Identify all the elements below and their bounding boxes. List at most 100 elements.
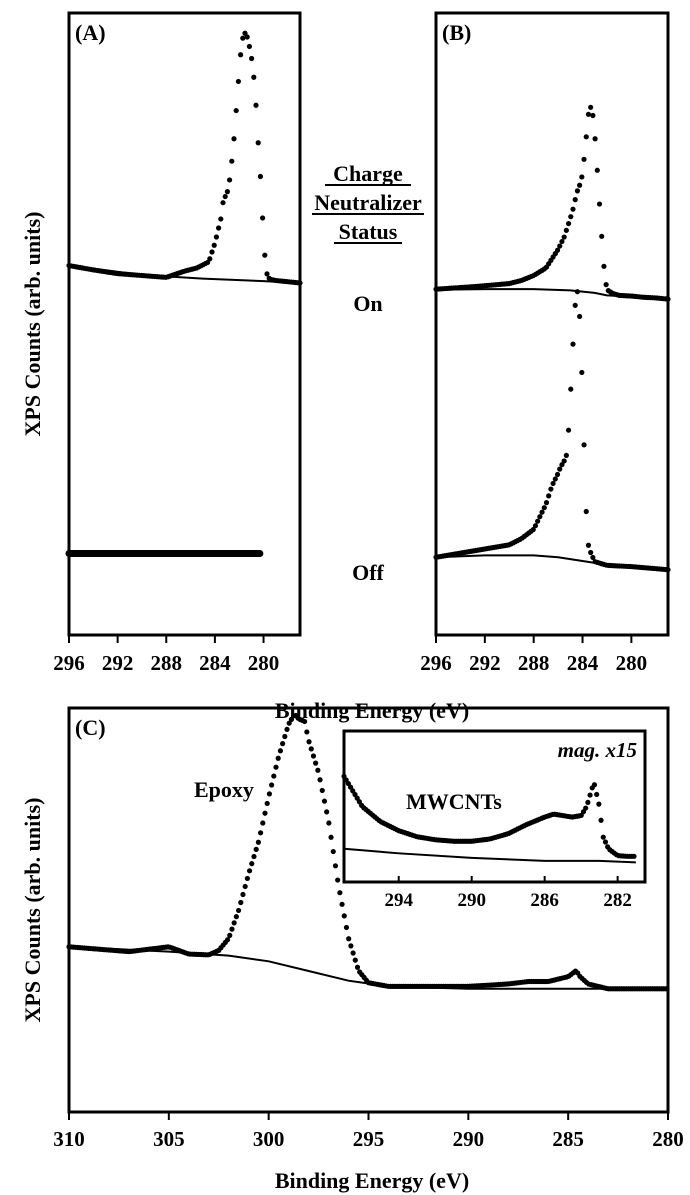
point-2-0-109 [306,739,312,745]
point-1-2-70 [588,549,594,556]
x-tick-label-0-0: 296 [53,651,85,675]
point-1-2-53 [550,480,556,487]
point-2-0-113 [315,767,321,773]
point-0-0-85 [253,102,259,108]
series-3-1-background [343,847,636,864]
point-1-2-71 [590,554,596,561]
point-1-0-77 [603,282,609,288]
series-2-1-background [68,945,668,990]
x-tick-label-2-5: 285 [552,1127,584,1151]
point-1-0-73 [594,167,600,173]
point-3-0-119 [602,839,609,845]
point-0-0-83 [249,55,255,62]
point-0-0-75 [231,136,237,142]
point-1-0-56 [557,243,563,249]
point-1-2-50 [543,500,550,506]
point-2-0-83 [249,861,255,867]
point-2-0-116 [321,798,328,804]
point-0-0-81 [244,34,250,40]
point-1-0-74 [596,201,603,207]
x-axis-label-bottom: Binding Energy (eV) [275,1168,469,1193]
x-tick-label-0-4: 280 [248,651,280,675]
point-1-2-59 [563,452,569,458]
series-1-3-background [435,554,669,571]
point-0-0-88 [260,215,266,221]
point-1-0-72 [592,136,598,142]
x-tick-label-1-1: 292 [469,651,501,675]
x-tick-label-2-0: 310 [53,1127,85,1151]
point-1-2-56 [557,466,563,472]
point-0-0-77 [235,78,241,85]
point-1-2-49 [541,505,547,511]
point-1-2-51 [546,493,552,499]
series-0-1-background [68,264,301,284]
point-2-0-122 [335,877,341,883]
x-tick-label-1-0: 296 [420,651,452,675]
point-2-0-108 [304,729,310,735]
point-0-0-64 [207,256,213,262]
point-2-0-126 [343,924,350,931]
point-2-0-96 [277,748,284,754]
point-3-0-117 [598,817,604,823]
point-2-0-123 [337,890,343,896]
point-0-0-74 [229,158,235,164]
point-2-0-79 [240,891,246,898]
point-1-2-66 [579,369,585,376]
point-2-0-110 [308,746,314,752]
point-3-0-114 [591,782,598,788]
point-0-0-70 [220,200,226,206]
x-tick-label-1-3: 284 [567,651,599,675]
point-1-0-67 [581,156,587,162]
point-1-0-62 [570,206,576,212]
point-2-0-90 [264,800,270,807]
point-0-0-67 [213,234,219,240]
point-2-0-85 [253,846,259,853]
point-1-0-65 [577,182,583,188]
point-1-2-58 [561,458,567,464]
epoxy-annotation: Epoxy [194,777,254,802]
point-0-0-66 [211,242,217,248]
point-0-0-80 [242,30,248,36]
point-2-0-92 [269,782,275,788]
inset-mag-label: mag. x15 [558,738,637,762]
point-1-0-63 [572,197,578,203]
point-2-0-124 [339,901,345,907]
x-tick-label-3-1: 290 [457,890,486,911]
mwcnts-annotation: MWCNTs [406,789,502,814]
point-0-0-86 [255,140,261,146]
x-axis-label-top: Binding Energy (eV) [275,698,469,723]
point-1-0-76 [601,263,607,269]
series-3-0-points [341,773,637,859]
x-tick-label-3-2: 286 [530,890,559,911]
point-2-0-107 [302,718,308,725]
point-1-2-105 [665,567,671,573]
series-1-1-background [435,288,669,301]
point-1-2-46 [535,518,541,524]
point-3-0-132 [631,853,637,859]
x-tick-label-0-3: 284 [199,651,231,675]
series-0-0-points [66,30,303,286]
legend-title-line-3: Status [339,219,398,244]
point-1-2-54 [552,476,558,482]
point-1-0-59 [563,227,569,233]
point-0-0-87 [257,173,263,180]
point-1-0-61 [568,214,574,220]
point-1-2-62 [570,341,576,347]
point-1-0-60 [565,220,572,227]
x-tick-label-3-0: 294 [384,890,413,911]
point-0-0-90 [264,271,270,277]
panel-c-frame [67,706,670,1114]
point-0-0-82 [246,43,252,50]
point-2-0-93 [271,773,277,779]
point-2-0-120 [330,848,336,855]
point-2-0-95 [275,755,281,761]
point-2-0-119 [328,834,334,840]
panel-a-label: (A) [75,20,106,45]
point-3-0-118 [600,834,606,840]
point-1-2-57 [559,462,565,468]
point-2-0-121 [332,863,339,869]
legend-title-line-1: Charge [333,161,403,186]
y-axis-label-bottom: XPS Counts (arb. units) [20,798,45,1023]
point-1-0-71 [590,112,596,119]
point-2-0-78 [238,899,244,906]
